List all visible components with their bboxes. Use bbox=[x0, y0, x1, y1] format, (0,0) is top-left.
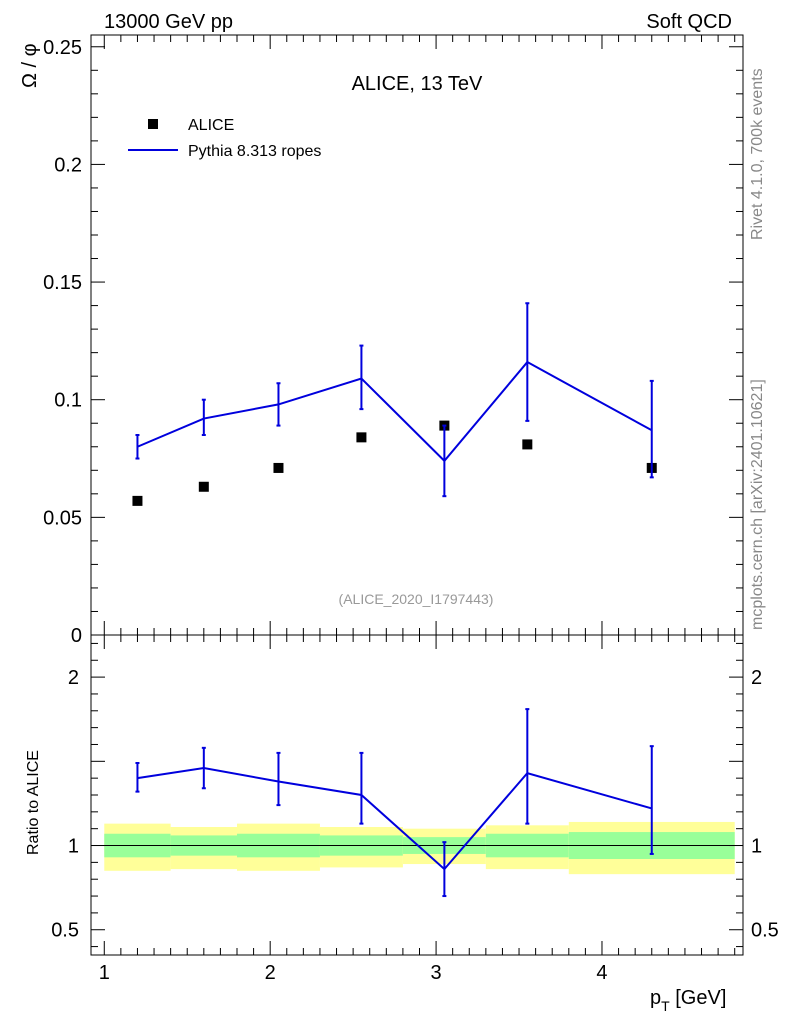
analysis-label: (ALICE_2020_I1797443) bbox=[339, 591, 494, 607]
ratio-plot-frame bbox=[90, 634, 744, 956]
alice-data-point bbox=[132, 495, 143, 506]
x-tick-label: 1 bbox=[99, 962, 110, 984]
main-y-tick-label: 0.25 bbox=[43, 37, 82, 59]
x-tick-label: 2 bbox=[265, 962, 276, 984]
alice-data-point bbox=[273, 462, 284, 473]
alice-data-point bbox=[522, 439, 533, 450]
header-right-label: Soft QCD bbox=[646, 11, 732, 33]
source-label: mcplots.cern.ch [arXiv:2401.10621] bbox=[749, 379, 766, 630]
svg-text:pT [GeV]: pT [GeV] bbox=[650, 987, 726, 1014]
legend-label-alice: ALICE bbox=[188, 117, 234, 134]
ratio-y-tick-label-left: 0.5 bbox=[51, 920, 79, 942]
pythia-line bbox=[137, 360, 653, 463]
header-left-label: 13000 GeV pp bbox=[104, 11, 233, 33]
main-y-tick-label: 0.1 bbox=[54, 390, 82, 412]
main-y-tick-label: 0 bbox=[71, 625, 82, 647]
main-y-tick-label: 0.15 bbox=[43, 272, 82, 294]
main-y-tick-label: 0.2 bbox=[54, 154, 82, 176]
main-chart-title: ALICE, 13 TeV bbox=[352, 73, 483, 95]
alice-data-point bbox=[356, 432, 367, 443]
legend-marker-alice bbox=[148, 119, 158, 129]
main-y-axis-label: Ω / φ bbox=[19, 43, 41, 88]
ratio-y-tick-label-right: 1 bbox=[751, 836, 762, 858]
ratio-y-axis-label: Ratio to ALICE bbox=[25, 750, 42, 855]
rivet-version-label: Rivet 4.1.0, 700k events bbox=[749, 68, 766, 240]
ratio-y-tick-label-left: 2 bbox=[68, 667, 79, 689]
main-panel: 0 0.05 0.1 0.15 0.2 0.25 ALICE, 13 TeV (ALICE… bbox=[19, 34, 744, 647]
ratio-y-tick-label-right: 0.5 bbox=[751, 920, 779, 942]
ratio-y-tick-label-left: 1 bbox=[68, 836, 79, 858]
x-tick-label: 3 bbox=[431, 962, 442, 984]
alice-data-point bbox=[198, 481, 209, 492]
main-y-tick-label: 0.05 bbox=[43, 507, 82, 529]
x-tick-label: 4 bbox=[596, 962, 607, 984]
legend: ALICE Pythia 8.313 ropes bbox=[128, 117, 321, 160]
ratio-panel: 0.5 0.5 1 1 2 2 1 2 3 4 Ratio to ALICE pT [GeV] bbox=[25, 634, 779, 1014]
legend-label-pythia: Pythia 8.313 ropes bbox=[188, 143, 321, 160]
ratio-y-tick-label-right: 2 bbox=[751, 667, 762, 689]
x-axis-label: pT [GeV] bbox=[650, 987, 726, 1014]
